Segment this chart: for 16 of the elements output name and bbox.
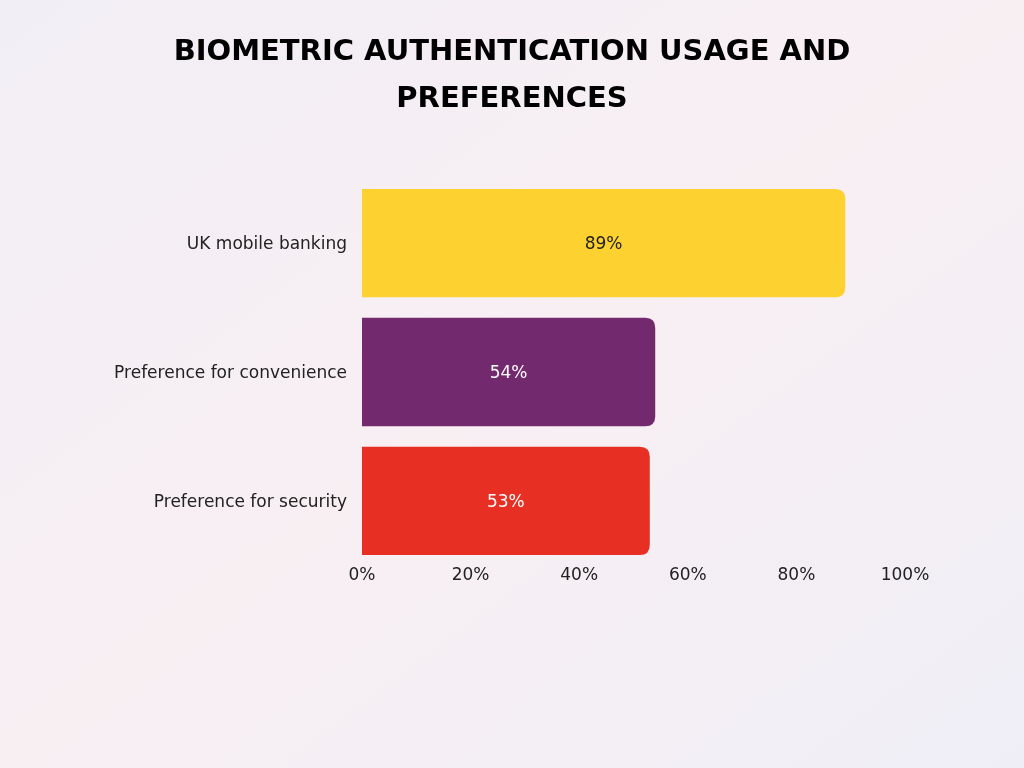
x-tick-label: 100% [880,563,930,584]
chart-title: BIOMETRIC AUTHENTICATION USAGE AND PREFERENCES [173,33,851,115]
x-tick-label: 40% [560,563,599,584]
bar [362,446,650,555]
y-tick-label: Preference for convenience [114,361,347,382]
y-tick-label: Preference for security [153,490,347,511]
data-label: 89% [584,233,623,254]
bar [362,317,656,427]
bar [362,189,846,298]
x-tick-label: 0% [348,563,376,584]
x-tick-label: 80% [777,563,816,584]
y-tick-label: UK mobile banking [186,233,347,254]
x-tick-label: 60% [668,563,707,584]
x-tick-label: 20% [451,563,490,584]
data-label: 53% [487,490,525,511]
data-label: 54% [489,361,528,382]
